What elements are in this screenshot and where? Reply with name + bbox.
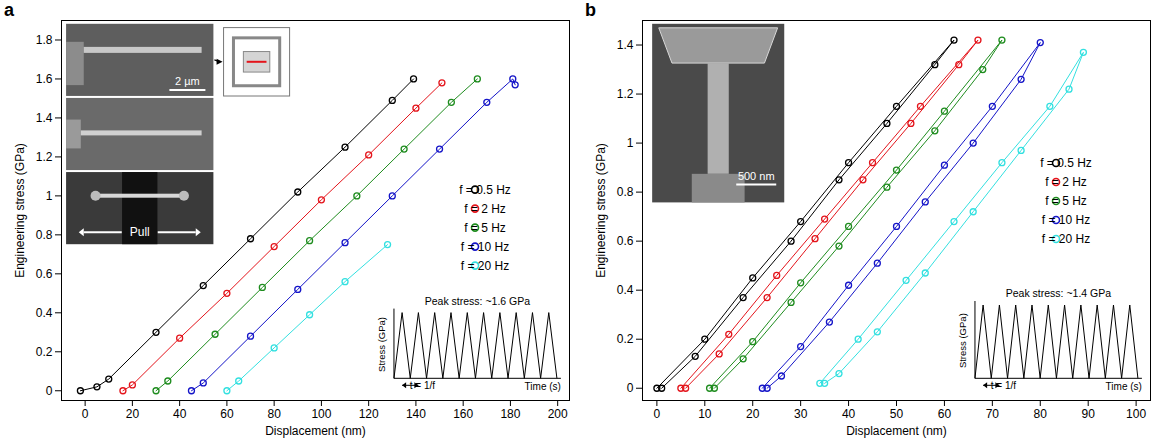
svg-text:2 µm: 2 µm (175, 75, 200, 87)
svg-text:20: 20 (746, 407, 760, 421)
svg-text:160: 160 (453, 407, 473, 421)
svg-text:100: 100 (311, 407, 331, 421)
svg-text:140: 140 (406, 407, 426, 421)
svg-text:1.8: 1.8 (36, 33, 53, 47)
html-text:b: b (585, 0, 596, 20)
svg-text:Peak stress: ~1.4 GPa: Peak stress: ~1.4 GPa (1006, 287, 1112, 299)
svg-text:120: 120 (359, 407, 379, 421)
svg-text:f = 20 Hz: f = 20 Hz (461, 259, 509, 273)
svg-text:Engineering stress (GPa): Engineering stress (GPa) (594, 143, 608, 278)
svg-text:1.6: 1.6 (36, 72, 53, 86)
svg-text:f = 5 Hz: f = 5 Hz (464, 221, 506, 235)
svg-text:t = 1/f: t = 1/f (410, 380, 436, 391)
svg-text:Stress (GPa): Stress (GPa) (957, 313, 968, 368)
svg-text:f = 10 Hz: f = 10 Hz (1042, 213, 1090, 227)
svg-text:40: 40 (842, 407, 856, 421)
svg-text:1.4: 1.4 (36, 111, 53, 125)
svg-text:70: 70 (986, 407, 1000, 421)
svg-text:0.8: 0.8 (36, 228, 53, 242)
svg-text:f = 0.5 Hz: f = 0.5 Hz (1040, 156, 1092, 170)
svg-text:0.4: 0.4 (617, 283, 634, 297)
svg-text:30: 30 (794, 407, 808, 421)
svg-text:0: 0 (627, 381, 634, 395)
svg-text:60: 60 (938, 407, 952, 421)
svg-text:f = 5 Hz: f = 5 Hz (1045, 194, 1087, 208)
svg-text:Pull: Pull (130, 225, 150, 239)
svg-text:40: 40 (173, 407, 187, 421)
svg-text:0: 0 (82, 407, 89, 421)
svg-text:1: 1 (46, 189, 53, 203)
svg-text:0.2: 0.2 (36, 345, 53, 359)
svg-text:1.4: 1.4 (617, 38, 634, 52)
svg-text:1.2: 1.2 (617, 87, 634, 101)
svg-text:20: 20 (126, 407, 140, 421)
svg-text:500 nm: 500 nm (738, 170, 775, 182)
svg-text:f = 10 Hz: f = 10 Hz (461, 240, 509, 254)
svg-text:100: 100 (1126, 407, 1146, 421)
svg-text:0: 0 (654, 407, 661, 421)
svg-text:Stress (GPa): Stress (GPa) (376, 317, 387, 372)
svg-text:t = 1/f: t = 1/f (991, 380, 1017, 391)
svg-text:Displacement (nm): Displacement (nm) (846, 424, 947, 438)
html-text:a: a (4, 0, 14, 20)
svg-text:80: 80 (1034, 407, 1048, 421)
svg-text:f = 2 Hz: f = 2 Hz (464, 202, 506, 216)
svg-text:0: 0 (46, 384, 53, 398)
svg-text:0.4: 0.4 (36, 306, 53, 320)
svg-text:0.8: 0.8 (617, 185, 634, 199)
svg-text:80: 80 (267, 407, 281, 421)
svg-text:0.6: 0.6 (617, 234, 634, 248)
svg-text:180: 180 (500, 407, 520, 421)
svg-text:Time (s): Time (s) (1106, 381, 1142, 392)
svg-text:f = 2 Hz: f = 2 Hz (1045, 175, 1087, 189)
svg-text:0.2: 0.2 (617, 332, 634, 346)
svg-text:f = 0.5 Hz: f = 0.5 Hz (459, 183, 511, 197)
svg-text:50: 50 (890, 407, 904, 421)
svg-text:90: 90 (1082, 407, 1096, 421)
svg-text:Time (s): Time (s) (525, 381, 561, 392)
svg-text:60: 60 (220, 407, 234, 421)
svg-text:Peak stress: ~1.6 GPa: Peak stress: ~1.6 GPa (425, 295, 531, 307)
svg-text:f = 20 Hz: f = 20 Hz (1042, 232, 1090, 246)
svg-text:10: 10 (698, 407, 712, 421)
svg-text:1.2: 1.2 (36, 150, 53, 164)
svg-text:0.6: 0.6 (36, 267, 53, 281)
svg-text:1: 1 (627, 136, 634, 150)
svg-text:Displacement (nm): Displacement (nm) (265, 424, 366, 438)
svg-text:Engineering stress (GPa): Engineering stress (GPa) (13, 143, 27, 278)
svg-text:200: 200 (548, 407, 568, 421)
